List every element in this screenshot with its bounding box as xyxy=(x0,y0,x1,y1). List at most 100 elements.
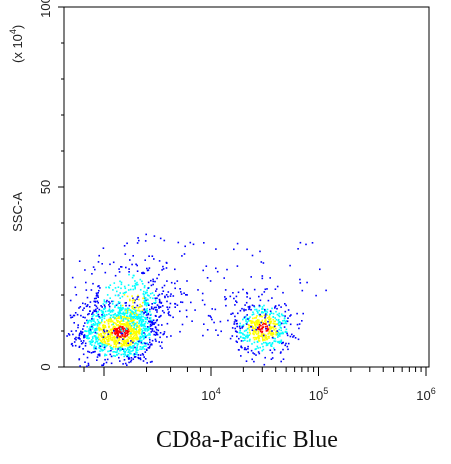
event-dot xyxy=(129,352,131,355)
event-dot xyxy=(136,326,138,329)
event-dot xyxy=(128,355,130,358)
event-dot xyxy=(75,336,77,339)
event-dot xyxy=(154,321,157,324)
event-dot xyxy=(145,314,148,316)
event-dot xyxy=(124,348,126,350)
event-dot xyxy=(99,345,101,348)
event-dot xyxy=(101,343,104,345)
event-dot xyxy=(108,343,111,345)
event-dot xyxy=(99,350,101,352)
event-dot xyxy=(265,321,267,323)
event-dot xyxy=(97,292,99,294)
event-dot xyxy=(263,339,265,341)
event-dot xyxy=(126,355,128,358)
event-dot xyxy=(192,243,195,246)
event-dot xyxy=(132,288,135,291)
event-dot xyxy=(88,306,91,308)
event-dot xyxy=(143,308,146,310)
event-dot xyxy=(256,326,259,329)
event-dot xyxy=(84,361,86,363)
event-dot xyxy=(234,315,236,318)
event-dot xyxy=(245,329,247,332)
event-dot xyxy=(151,328,154,330)
event-dot xyxy=(185,309,188,312)
event-dot xyxy=(140,325,143,327)
event-dot xyxy=(264,339,266,341)
event-dot xyxy=(156,297,158,299)
event-dot xyxy=(211,318,213,321)
event-dot xyxy=(138,332,140,334)
event-dot xyxy=(110,328,112,331)
event-dot xyxy=(264,308,266,311)
event-dot xyxy=(260,261,263,263)
event-dot xyxy=(129,345,131,348)
event-dot xyxy=(101,316,104,318)
event-dot xyxy=(165,261,168,264)
event-dot xyxy=(269,328,272,330)
x-tick-label: 106 xyxy=(416,386,435,403)
event-dot xyxy=(67,333,70,335)
event-dot xyxy=(134,338,136,340)
event-dot xyxy=(148,328,150,330)
event-dot xyxy=(124,302,127,304)
event-dot xyxy=(127,354,129,356)
event-dot xyxy=(149,334,151,336)
event-dot xyxy=(156,309,158,311)
event-dot xyxy=(135,338,138,341)
event-dot xyxy=(132,323,135,326)
event-dot xyxy=(125,316,128,318)
event-dot xyxy=(152,297,154,300)
event-dot xyxy=(113,341,115,343)
event-dot xyxy=(94,321,97,324)
event-dot xyxy=(154,280,156,283)
event-dot xyxy=(126,315,128,317)
event-dot xyxy=(104,326,107,329)
event-dot xyxy=(104,307,107,309)
event-dot xyxy=(155,328,158,331)
event-dot xyxy=(258,305,261,308)
event-dot xyxy=(116,354,118,356)
event-dot xyxy=(246,334,248,336)
event-dot xyxy=(117,311,119,314)
event-dot xyxy=(97,343,99,345)
event-dot xyxy=(132,312,135,315)
event-dot xyxy=(263,322,265,325)
event-dot xyxy=(97,294,99,297)
event-dot xyxy=(143,295,146,298)
event-dot xyxy=(75,294,78,296)
event-dot xyxy=(151,307,153,310)
event-dot xyxy=(301,320,303,322)
event-dot xyxy=(306,281,308,284)
event-dot xyxy=(151,303,153,305)
event-dot xyxy=(260,320,263,323)
event-dot xyxy=(166,306,168,308)
event-dot xyxy=(258,328,260,331)
event-dot xyxy=(133,356,136,358)
y-tick-label: 0 xyxy=(38,363,53,370)
event-dot xyxy=(281,314,284,317)
event-dot xyxy=(266,329,269,332)
event-dot xyxy=(220,330,222,333)
event-dot xyxy=(112,289,114,291)
event-dot xyxy=(245,348,247,351)
event-dot xyxy=(250,349,253,352)
event-dot xyxy=(119,280,121,283)
event-dot xyxy=(120,266,123,268)
event-dot xyxy=(240,340,243,342)
event-dot xyxy=(243,317,245,319)
event-dot xyxy=(264,341,267,344)
event-dot xyxy=(268,330,271,332)
event-dot xyxy=(299,282,302,284)
event-dot xyxy=(106,314,108,316)
event-dot xyxy=(235,300,237,302)
event-dot xyxy=(156,277,158,280)
event-dot xyxy=(138,321,141,323)
event-dot xyxy=(77,326,79,329)
event-dot xyxy=(246,323,248,325)
event-dot xyxy=(263,314,266,317)
event-dot xyxy=(256,315,258,317)
event-dot xyxy=(264,337,267,339)
event-dot xyxy=(94,324,96,326)
event-dot xyxy=(110,333,112,335)
event-dot xyxy=(249,325,251,327)
